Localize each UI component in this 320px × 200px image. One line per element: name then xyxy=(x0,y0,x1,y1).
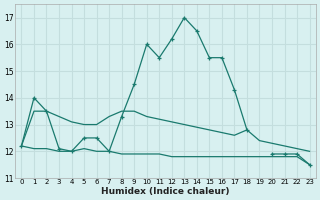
X-axis label: Humidex (Indice chaleur): Humidex (Indice chaleur) xyxy=(101,187,230,196)
